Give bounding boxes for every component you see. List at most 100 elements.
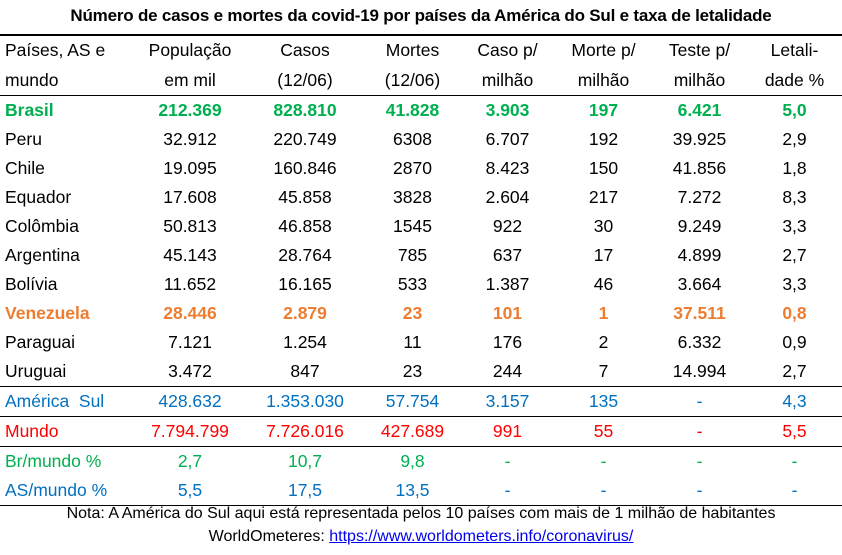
table-row: Uruguai 3.472 847 23 244 7 14.994 2,7: [0, 357, 842, 387]
cell-country: Uruguai: [5, 361, 67, 381]
cell-population: 50.813: [163, 216, 217, 236]
cell-lethality: 1,8: [782, 158, 807, 178]
header-row: mundo em mil (12/06) (12/06) milhão milhão mil…: [0, 66, 842, 96]
cell-lethality: -: [747, 476, 842, 506]
cell-cases-per-million: 637: [492, 245, 523, 265]
cell-cases-per-million: -: [460, 476, 555, 506]
cell-country: Brasil: [0, 95, 135, 125]
source-label: WorldOmeteres:: [208, 528, 330, 545]
header-cases: (12/06): [277, 69, 333, 90]
cell-cases: 10,7: [245, 446, 365, 476]
cell-deaths-per-million: -: [555, 476, 652, 506]
cell-country: Argentina: [5, 245, 80, 265]
cell-lethality: 2,7: [782, 245, 807, 265]
cell-country: Colômbia: [5, 216, 79, 236]
cell-country: Equador: [5, 187, 72, 207]
header-tests-per-million: Teste p/: [652, 34, 747, 66]
cell-lethality: 5,0: [747, 95, 842, 125]
cell-country: Mundo: [0, 416, 135, 447]
table-row: Brasil 212.369 828.810 41.828 3.903 197 6.421 5…: [0, 95, 842, 125]
cell-deaths: 13,5: [365, 476, 460, 506]
table-row: Equador 17.608 45.858 3828 2.604 217 7.272 8,3: [0, 183, 842, 212]
header-country: mundo: [5, 69, 59, 90]
cell-deaths: 41.828: [365, 95, 460, 125]
header-deaths-per-million: Morte p/: [555, 34, 652, 66]
cell-cases-per-million: 101: [492, 303, 523, 323]
cell-cases: 160.846: [273, 158, 337, 178]
cell-cases: 28.764: [278, 245, 332, 265]
cell-country: Bolívia: [5, 274, 58, 294]
cell-deaths-per-million: 17: [593, 245, 614, 265]
cell-country: Chile: [5, 158, 45, 178]
cell-tests-per-million: -: [652, 476, 747, 506]
cell-cases-per-million: 1.387: [485, 274, 530, 294]
cell-deaths: 9,8: [365, 446, 460, 476]
cell-country: Br/mundo %: [0, 446, 135, 476]
cell-population: 7.794.799: [135, 416, 245, 447]
table-row: Mundo 7.794.799 7.726.016 427.689 991 55-5,5: [0, 416, 842, 447]
cell-deaths: 3828: [393, 187, 432, 207]
table-title: Número de casos e mortes da covid-19 por…: [70, 6, 772, 25]
header-population: em mil: [164, 69, 216, 90]
cell-cases-per-million: 991: [460, 416, 555, 447]
header-row: Países, AS e População Casos Mortes Caso p/M…: [0, 34, 842, 66]
cell-lethality: 8,3: [782, 187, 807, 207]
cell-cases-per-million: 6.707: [485, 129, 530, 149]
footnote: Nota: A América do Sul aqui está represe…: [66, 505, 776, 522]
table-row: Argentina 45.143 28.764 785 637 17 4.899 2,7: [0, 241, 842, 270]
cell-lethality: 3,3: [782, 216, 807, 236]
cell-cases: 17,5: [245, 476, 365, 506]
cell-lethality: 2,9: [782, 129, 807, 149]
cell-population: 32.912: [163, 129, 217, 149]
cell-population: 5,5: [135, 476, 245, 506]
cell-cases: 828.810: [245, 95, 365, 125]
cell-deaths-per-million: 7: [598, 361, 609, 381]
table-row: AS/mundo % 5,5 17,5 13,5- - - -: [0, 476, 842, 506]
table-row: Colômbia 50.813 46.858 1545 922 30 9.249 3,3: [0, 212, 842, 241]
cell-cases: 1.254: [283, 332, 327, 352]
cell-deaths-per-million: 1: [598, 303, 609, 323]
cell-country: América Sul: [0, 386, 135, 417]
cell-tests-per-million: 3.664: [677, 274, 722, 294]
cell-population: 2,7: [135, 446, 245, 476]
cell-lethality: -: [747, 446, 842, 476]
cell-population: 45.143: [163, 245, 217, 265]
cell-deaths: 23: [402, 303, 423, 323]
cell-cases: 16.165: [278, 274, 332, 294]
cell-cases: 220.749: [273, 129, 337, 149]
header-population: População: [135, 34, 245, 66]
cell-tests-per-million: 14.994: [672, 361, 727, 381]
cell-population: 3.472: [168, 361, 212, 381]
table-row: Venezuela 28.446 2.879 23 101 1 37.511 0,8: [0, 299, 842, 328]
cell-cases-per-million: 3.157: [460, 386, 555, 417]
source-link[interactable]: https://www.worldometers.info/coronaviru…: [329, 528, 634, 545]
cell-tests-per-million: 6.332: [677, 332, 722, 352]
cell-cases: 45.858: [278, 187, 332, 207]
cell-deaths: 57.754: [365, 386, 460, 417]
cell-deaths-per-million: 150: [588, 158, 619, 178]
cell-lethality: 0,8: [782, 303, 807, 323]
cell-country: AS/mundo %: [0, 476, 135, 506]
cell-lethality: 0,9: [782, 332, 807, 352]
cell-population: 428.632: [135, 386, 245, 417]
cell-tests-per-million: 9.249: [677, 216, 722, 236]
cell-deaths: 533: [397, 274, 428, 294]
cell-tests-per-million: 7.272: [677, 187, 722, 207]
cell-cases-per-million: 244: [492, 361, 523, 381]
header-cases: Casos: [245, 34, 365, 66]
source-line: WorldOmeteres: https://www.worldometers.…: [0, 528, 842, 546]
cell-deaths-per-million: 55: [555, 416, 652, 447]
table-row: Br/mundo % 2,7 10,7 9,8- - - -: [0, 446, 842, 476]
cell-tests-per-million: -: [652, 416, 747, 447]
cell-population: 28.446: [163, 303, 217, 323]
cell-deaths-per-million: 46: [593, 274, 614, 294]
cell-population: 17.608: [163, 187, 217, 207]
cell-cases: 2.879: [283, 303, 327, 323]
cell-deaths: 427.689: [365, 416, 460, 447]
cell-deaths-per-million: -: [555, 446, 652, 476]
header-lethality: Letali-: [747, 34, 842, 66]
cell-lethality: 2,7: [782, 361, 807, 381]
table-row: Peru 32.912 220.749 6308 6.707 192 39.925 2,9: [0, 125, 842, 154]
cell-lethality: 3,3: [782, 274, 807, 294]
cell-deaths-per-million: 30: [593, 216, 614, 236]
